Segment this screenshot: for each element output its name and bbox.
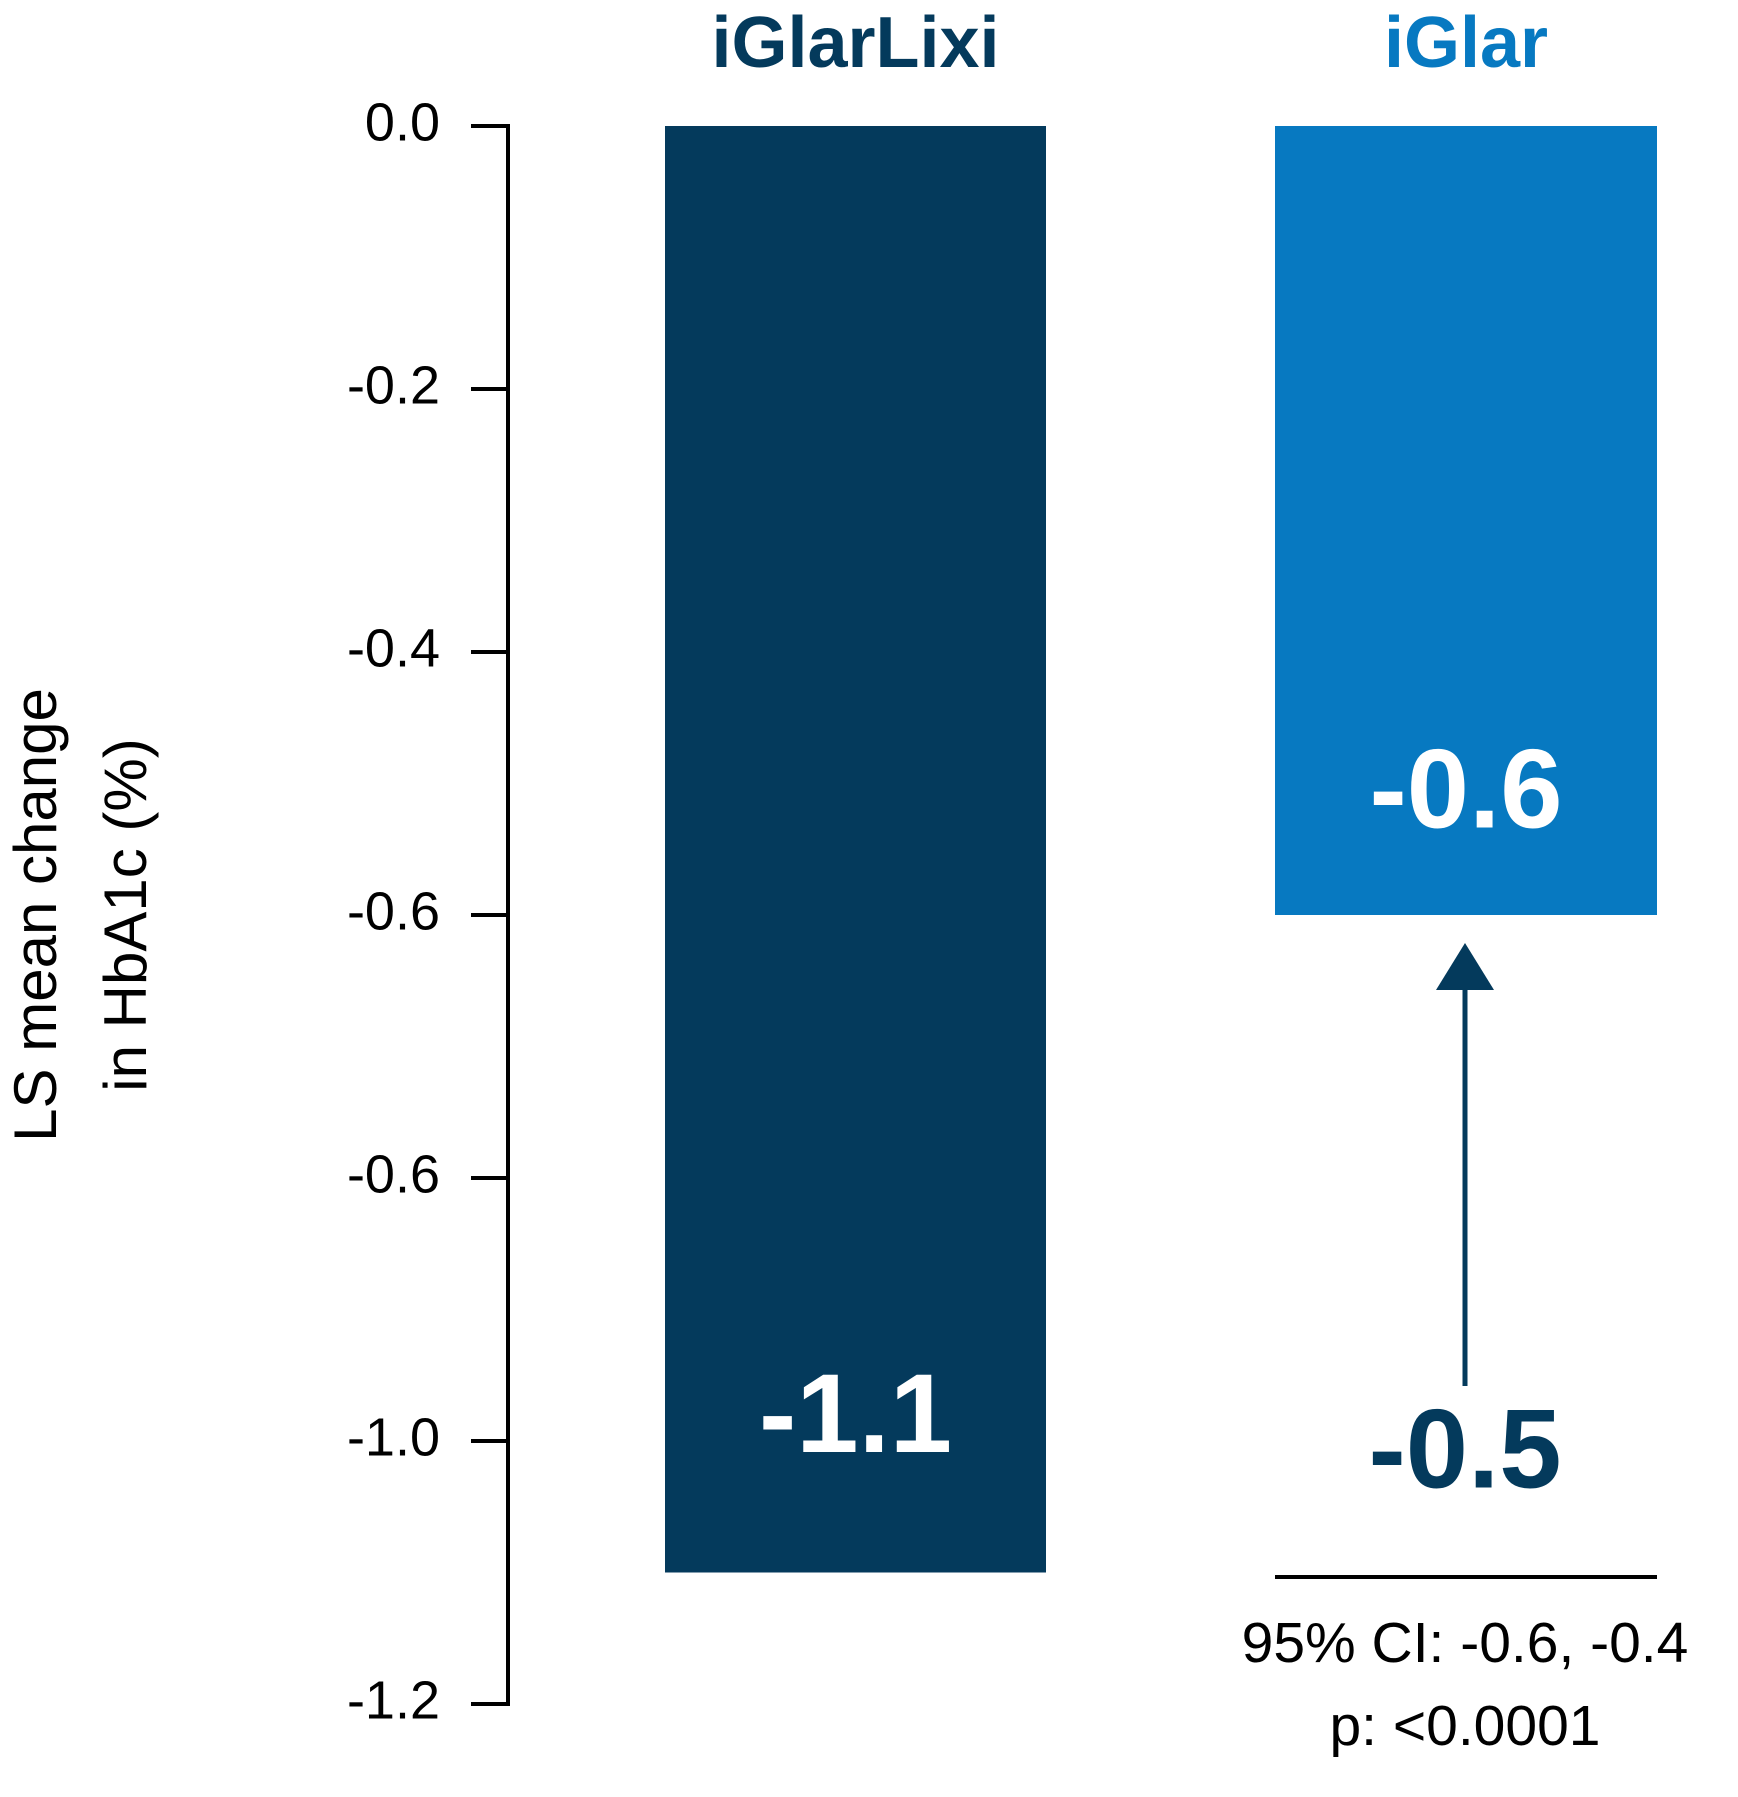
value-label: -1.1 — [759, 1351, 952, 1476]
value-label: -0.6 — [1370, 727, 1563, 852]
y-axis-title-line: in HbA1c (%) — [92, 738, 159, 1091]
bar — [665, 126, 1046, 1573]
arrow-head — [1436, 943, 1494, 990]
y-tick-label: 0.0 — [365, 92, 440, 152]
difference-label: -0.5 — [1369, 1387, 1562, 1512]
category-label: iGlarLixi — [711, 3, 999, 83]
ci-text: 95% CI: -0.6, -0.4 — [1242, 1611, 1689, 1675]
category-label: iGlar — [1384, 3, 1548, 83]
y-tick-label: -1.0 — [347, 1407, 440, 1467]
y-tick-label: -0.2 — [347, 355, 440, 415]
y-tick-label: -0.6 — [347, 1144, 440, 1204]
y-axis-title: LS mean change in HbA1c (%) — [2, 688, 159, 1142]
y-tick-label: -1.2 — [347, 1670, 440, 1730]
y-tick-label: -0.6 — [347, 881, 440, 941]
p-value-text: p: <0.0001 — [1329, 1694, 1600, 1758]
bar — [1275, 126, 1657, 915]
y-tick-label: -0.4 — [347, 618, 440, 678]
y-axis-title-line: LS mean change — [2, 688, 69, 1142]
